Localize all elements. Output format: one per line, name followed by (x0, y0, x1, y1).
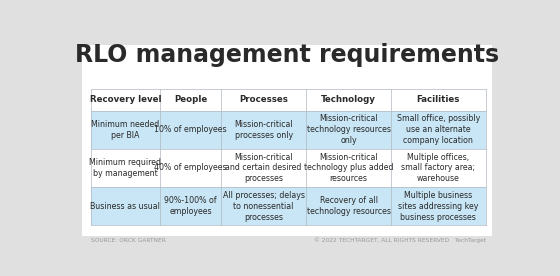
Text: Business as usual: Business as usual (91, 202, 160, 211)
Text: Multiple business
sites addressing key
business processes: Multiple business sites addressing key b… (398, 191, 479, 222)
Text: Mission-critical
technology resources
only: Mission-critical technology resources on… (306, 115, 390, 145)
Text: Recovery level: Recovery level (90, 95, 161, 105)
Text: Minimum needed
per BIA: Minimum needed per BIA (91, 120, 160, 140)
Text: Technology: Technology (321, 95, 376, 105)
Bar (91, 149, 486, 187)
Text: 90%-100% of
employees: 90%-100% of employees (164, 197, 217, 216)
Text: 40% of employees: 40% of employees (154, 163, 227, 172)
Text: Mission-critical
technology plus added
resources: Mission-critical technology plus added r… (304, 153, 393, 183)
Text: Multiple offices,
small factory area;
warehouse: Multiple offices, small factory area; wa… (402, 153, 475, 183)
Text: Processes: Processes (239, 95, 288, 105)
Bar (91, 89, 486, 225)
Text: Mission-critical
and certain desired
processes: Mission-critical and certain desired pro… (226, 153, 302, 183)
Text: Minimum required
by management: Minimum required by management (90, 158, 161, 178)
Text: Mission-critical
processes only: Mission-critical processes only (234, 120, 293, 140)
Text: 10% of employees: 10% of employees (154, 125, 227, 134)
Text: © 2022 TECHTARGET, ALL RIGHTS RESERVED   TechTarget: © 2022 TECHTARGET, ALL RIGHTS RESERVED T… (314, 238, 486, 243)
Text: RLO management requirements: RLO management requirements (75, 43, 499, 67)
Bar (91, 89, 486, 110)
Text: Facilities: Facilities (417, 95, 460, 105)
Text: People: People (174, 95, 207, 105)
Text: All processes; delays
to nonessential
processes: All processes; delays to nonessential pr… (223, 191, 305, 222)
Text: Recovery of all
technology resources: Recovery of all technology resources (306, 197, 390, 216)
Bar (91, 110, 486, 149)
FancyBboxPatch shape (82, 45, 492, 236)
Bar (91, 187, 486, 225)
Text: Small office, possibly
use an alternate
company location: Small office, possibly use an alternate … (396, 115, 480, 145)
Text: SOURCE: ORCK GARTNER: SOURCE: ORCK GARTNER (91, 238, 166, 243)
